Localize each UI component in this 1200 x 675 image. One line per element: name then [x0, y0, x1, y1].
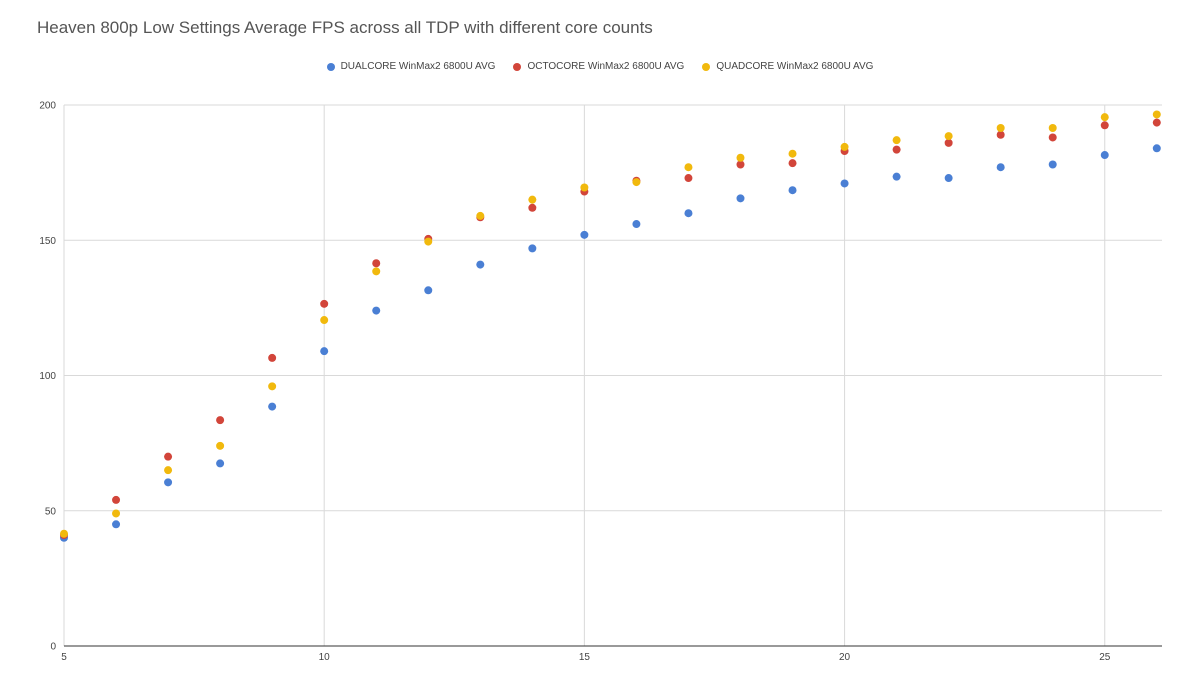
point-octocore-18[interactable] — [736, 160, 745, 169]
point-dualcore-23[interactable] — [996, 163, 1005, 172]
legend-item-dualcore[interactable]: DUALCORE WinMax2 6800U AVG — [326, 61, 496, 72]
point-quadcore-12[interactable] — [424, 237, 433, 246]
y-tick-label-50: 50 — [45, 506, 57, 517]
point-octocore-9[interactable] — [268, 353, 277, 362]
x-tick-label-5: 5 — [61, 652, 67, 663]
point-quadcore-13[interactable] — [476, 211, 485, 220]
point-dualcore-19[interactable] — [788, 186, 797, 195]
point-dualcore-25[interactable] — [1100, 151, 1109, 160]
legend-item-octocore[interactable]: OCTOCORE WinMax2 6800U AVG — [513, 61, 684, 72]
point-quadcore-9[interactable] — [268, 382, 277, 391]
point-octocore-17[interactable] — [684, 174, 693, 183]
point-dualcore-6[interactable] — [112, 520, 121, 529]
point-octocore-10[interactable] — [320, 299, 329, 308]
axes: 0 50 100 150 200 5 10 15 20 25 — [39, 101, 1162, 663]
legend-label-quadcore: QUADCORE WinMax2 6800U AVG — [716, 61, 874, 72]
point-octocore-11[interactable] — [372, 259, 381, 268]
point-octocore-6[interactable] — [112, 495, 121, 504]
legend: DUALCORE WinMax2 6800U AVG OCTOCORE WinM… — [0, 61, 1200, 72]
legend-label-dualcore: DUALCORE WinMax2 6800U AVG — [340, 61, 496, 72]
legend-label-octocore: OCTOCORE WinMax2 6800U AVG — [527, 61, 685, 72]
point-dualcore-18[interactable] — [736, 194, 745, 203]
point-octocore-8[interactable] — [216, 416, 225, 425]
point-octocore-22[interactable] — [944, 138, 953, 147]
point-dualcore-26[interactable] — [1152, 144, 1161, 153]
point-dualcore-14[interactable] — [528, 244, 537, 253]
point-dualcore-20[interactable] — [840, 179, 849, 188]
data-points — [60, 110, 1161, 542]
point-dualcore-24[interactable] — [1048, 160, 1057, 169]
point-quadcore-11[interactable] — [372, 267, 381, 276]
y-tick-label-0: 0 — [50, 642, 56, 653]
point-quadcore-6[interactable] — [112, 509, 121, 518]
x-tick-label-20: 20 — [839, 652, 851, 663]
point-octocore-7[interactable] — [164, 452, 173, 461]
legend-swatch-dualcore — [326, 62, 335, 71]
point-quadcore-26[interactable] — [1152, 110, 1161, 119]
point-dualcore-8[interactable] — [216, 459, 225, 468]
point-quadcore-25[interactable] — [1100, 113, 1109, 122]
point-dualcore-15[interactable] — [580, 230, 589, 239]
y-tick-label-100: 100 — [39, 371, 56, 382]
point-dualcore-11[interactable] — [372, 306, 381, 315]
point-quadcore-16[interactable] — [632, 178, 641, 187]
x-tick-label-25: 25 — [1099, 652, 1111, 663]
point-quadcore-22[interactable] — [944, 132, 953, 141]
point-octocore-19[interactable] — [788, 159, 797, 168]
point-quadcore-23[interactable] — [996, 123, 1005, 132]
point-quadcore-10[interactable] — [320, 316, 329, 325]
point-quadcore-5[interactable] — [60, 529, 68, 538]
legend-item-quadcore[interactable]: QUADCORE WinMax2 6800U AVG — [702, 61, 873, 72]
point-dualcore-7[interactable] — [164, 478, 173, 487]
point-dualcore-16[interactable] — [632, 220, 641, 229]
point-dualcore-10[interactable] — [320, 347, 329, 356]
x-tick-label-10: 10 — [319, 652, 331, 663]
point-quadcore-20[interactable] — [840, 142, 849, 151]
point-dualcore-21[interactable] — [892, 172, 901, 181]
point-octocore-25[interactable] — [1100, 121, 1109, 130]
point-dualcore-22[interactable] — [944, 174, 953, 183]
point-quadcore-19[interactable] — [788, 149, 797, 158]
point-quadcore-8[interactable] — [216, 441, 225, 450]
point-octocore-23[interactable] — [996, 130, 1005, 139]
y-tick-label-150: 150 — [39, 236, 56, 247]
point-quadcore-24[interactable] — [1048, 123, 1057, 132]
point-octocore-21[interactable] — [892, 145, 901, 154]
point-quadcore-14[interactable] — [528, 195, 537, 204]
point-quadcore-7[interactable] — [164, 466, 173, 475]
point-dualcore-13[interactable] — [476, 260, 485, 269]
point-quadcore-17[interactable] — [684, 163, 693, 172]
x-tick-label-15: 15 — [579, 652, 591, 663]
chart-title: Heaven 800p Low Settings Average FPS acr… — [37, 18, 653, 37]
y-tick-label-200: 200 — [39, 101, 56, 112]
legend-swatch-quadcore — [702, 62, 711, 71]
point-octocore-26[interactable] — [1152, 118, 1161, 127]
legend-swatch-octocore — [513, 62, 522, 71]
grid-lines — [63, 104, 1162, 646]
point-quadcore-18[interactable] — [736, 153, 745, 162]
point-octocore-24[interactable] — [1048, 133, 1057, 142]
point-quadcore-21[interactable] — [892, 136, 901, 145]
point-dualcore-17[interactable] — [684, 209, 693, 218]
point-octocore-14[interactable] — [528, 203, 537, 212]
point-dualcore-9[interactable] — [268, 402, 277, 411]
point-dualcore-12[interactable] — [424, 286, 433, 295]
point-quadcore-15[interactable] — [580, 183, 589, 192]
